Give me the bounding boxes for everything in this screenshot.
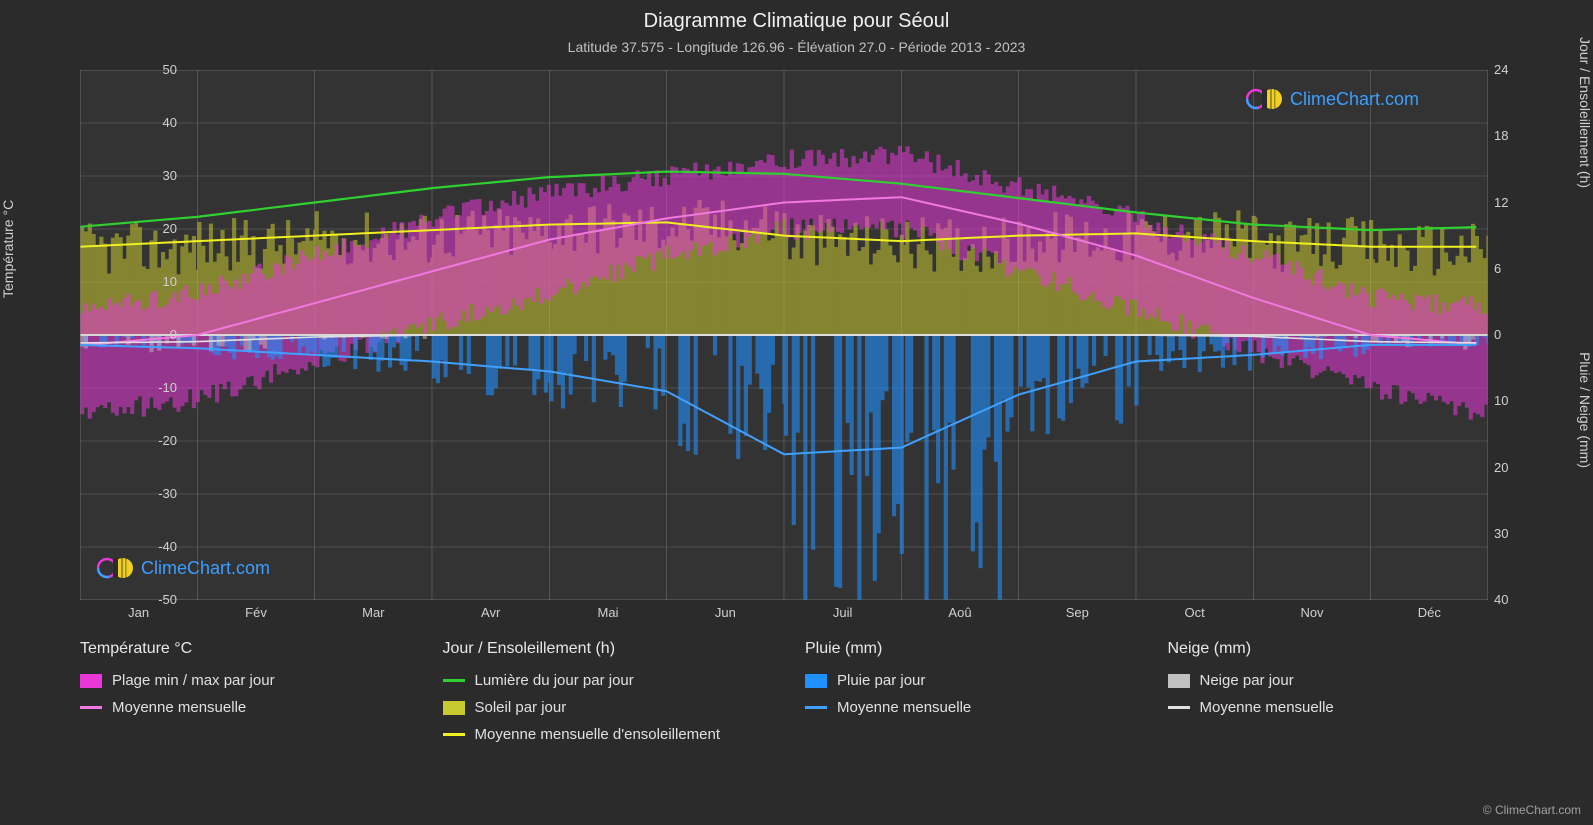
legend-swatch-icon [443, 701, 465, 715]
watermark-text: ClimeChart.com [141, 558, 270, 579]
y-tick-left: -30 [137, 486, 177, 501]
legend-item: Moyenne mensuelle [1168, 699, 1481, 716]
y-tick-right: 0 [1494, 327, 1501, 342]
x-tick-month: Aoû [930, 605, 990, 620]
legend-label: Moyenne mensuelle [837, 699, 971, 716]
legend-col-temperature: Température °C Plage min / max par jour M… [80, 640, 393, 753]
y-tick-left: -10 [137, 380, 177, 395]
x-tick-month: Jan [109, 605, 169, 620]
legend-item: Lumière du jour par jour [443, 672, 756, 689]
legend-header: Neige (mm) [1168, 640, 1481, 658]
legend-label: Pluie par jour [837, 672, 925, 689]
chart-title: Diagramme Climatique pour Séoul [0, 0, 1593, 33]
legend-label: Moyenne mensuelle [112, 699, 246, 716]
watermark-text: ClimeChart.com [1290, 89, 1419, 110]
y-axis-right-bottom-label: Pluie / Neige (mm) [1577, 352, 1593, 468]
legend-label: Moyenne mensuelle [1200, 699, 1334, 716]
y-tick-left: 30 [137, 168, 177, 183]
x-tick-month: Juil [813, 605, 873, 620]
x-tick-month: Mai [578, 605, 638, 620]
legend-line-icon [1168, 706, 1190, 709]
legend-item: Pluie par jour [805, 672, 1118, 689]
legend-label: Lumière du jour par jour [475, 672, 634, 689]
legend-line-icon [80, 706, 102, 709]
legend-line-icon [443, 679, 465, 682]
legend-item: Moyenne mensuelle d'ensoleillement [443, 726, 756, 743]
legend-item: Plage min / max par jour [80, 672, 393, 689]
legend-label: Neige par jour [1200, 672, 1294, 689]
legend-header: Jour / Ensoleillement (h) [443, 640, 756, 658]
legend-swatch-icon [1168, 674, 1190, 688]
y-tick-right: 12 [1494, 195, 1508, 210]
copyright-text: © ClimeChart.com [1483, 803, 1581, 817]
x-tick-month: Jun [695, 605, 755, 620]
y-tick-right: 6 [1494, 261, 1501, 276]
legend-item: Soleil par jour [443, 699, 756, 716]
y-tick-left: -20 [137, 433, 177, 448]
legend-header: Pluie (mm) [805, 640, 1118, 658]
rain-bars [84, 335, 1488, 600]
y-tick-right: 30 [1494, 526, 1508, 541]
x-tick-month: Sep [1047, 605, 1107, 620]
legend-col-rain: Pluie (mm) Pluie par jour Moyenne mensuel… [805, 640, 1118, 753]
legend-line-icon [805, 706, 827, 709]
legend-item: Neige par jour [1168, 672, 1481, 689]
legend-label: Soleil par jour [475, 699, 567, 716]
legend-label: Moyenne mensuelle d'ensoleillement [475, 726, 721, 743]
watermark-bottom: ClimeChart.com [97, 557, 270, 579]
y-tick-right: 18 [1494, 128, 1508, 143]
x-tick-month: Oct [1165, 605, 1225, 620]
legend-swatch-icon [80, 674, 102, 688]
x-tick-month: Fév [226, 605, 286, 620]
x-tick-month: Nov [1282, 605, 1342, 620]
y-tick-left: 40 [137, 115, 177, 130]
x-tick-month: Avr [461, 605, 521, 620]
y-tick-right: 20 [1494, 460, 1508, 475]
legend-col-snow: Neige (mm) Neige par jour Moyenne mensuel… [1168, 640, 1481, 753]
climechart-logo-icon [97, 557, 135, 579]
y-tick-left: 0 [137, 327, 177, 342]
y-axis-right-top-label: Jour / Ensoleillement (h) [1577, 37, 1593, 188]
y-tick-left: 10 [137, 274, 177, 289]
legend-col-daylight: Jour / Ensoleillement (h) Lumière du jou… [443, 640, 756, 753]
chart-subtitle: Latitude 37.575 - Longitude 126.96 - Élé… [0, 33, 1593, 55]
legend-item: Moyenne mensuelle [805, 699, 1118, 716]
y-tick-right: 24 [1494, 62, 1508, 77]
y-tick-right: 10 [1494, 393, 1508, 408]
x-tick-month: Déc [1399, 605, 1459, 620]
legend-line-icon [443, 733, 465, 736]
watermark-top: ClimeChart.com [1246, 88, 1419, 110]
y-tick-left: -40 [137, 539, 177, 554]
x-tick-month: Mar [343, 605, 403, 620]
y-axis-left-label: Température °C [0, 200, 16, 298]
y-tick-left: 20 [137, 221, 177, 236]
legend-item: Moyenne mensuelle [80, 699, 393, 716]
plot-area [80, 70, 1488, 600]
legend-swatch-icon [805, 674, 827, 688]
legend-header: Température °C [80, 640, 393, 658]
climechart-logo-icon [1246, 88, 1284, 110]
legend-label: Plage min / max par jour [112, 672, 275, 689]
climate-chart-svg [80, 70, 1488, 600]
y-tick-left: 50 [137, 62, 177, 77]
legend: Température °C Plage min / max par jour M… [80, 640, 1480, 753]
y-tick-right: 40 [1494, 592, 1508, 607]
